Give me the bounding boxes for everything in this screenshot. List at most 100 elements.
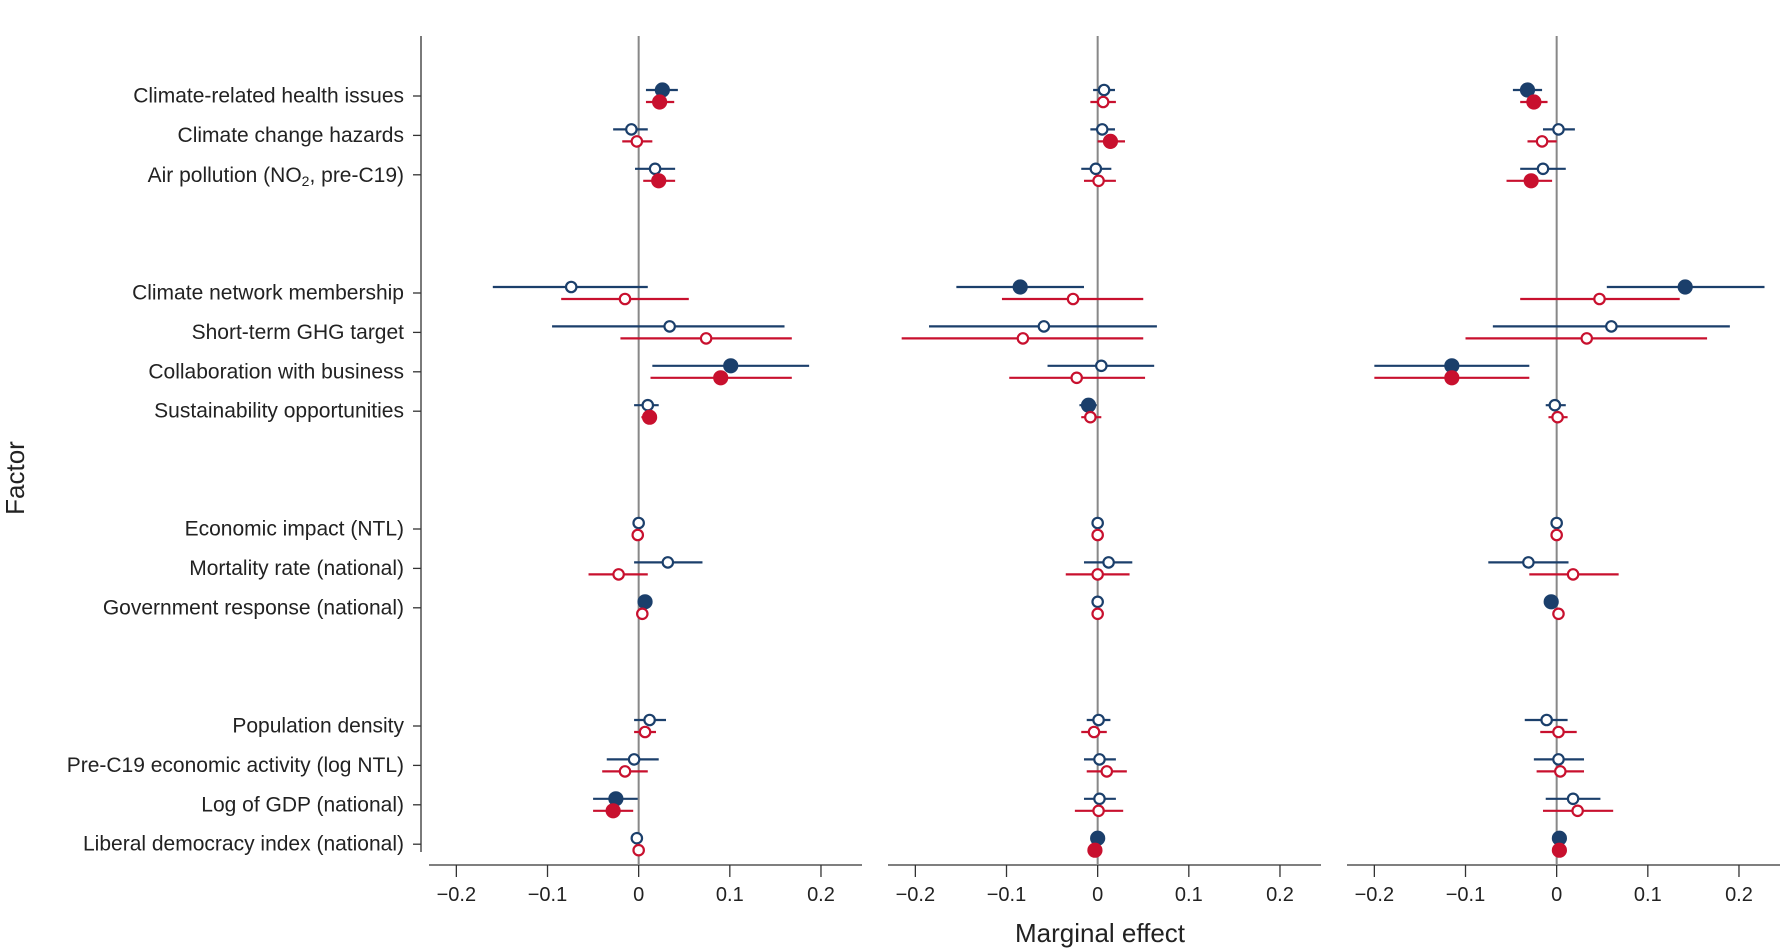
- factor-label: Pre-C19 economic activity (log NTL): [67, 754, 404, 777]
- estimate-point-series-a: [637, 594, 653, 610]
- estimate-point-series-b: [1100, 765, 1114, 778]
- x-tick-label: 0.1: [716, 884, 744, 906]
- x-tick-label: −0.2: [896, 884, 935, 906]
- estimate-point-series-a: [1091, 516, 1104, 530]
- estimate-point-series-a: [1097, 83, 1111, 97]
- factor-label: Economic impact (NTL): [185, 518, 404, 541]
- estimate-point-series-a: [1605, 320, 1618, 333]
- estimate-point-series-b: [1016, 332, 1030, 345]
- estimate-point-series-a: [1091, 595, 1104, 609]
- factor-label-part: , pre-C19): [309, 163, 404, 186]
- estimate-point-series-b: [1550, 528, 1563, 542]
- estimate-point-series-a: [723, 358, 739, 374]
- estimate-point-series-a: [1093, 753, 1106, 766]
- estimate-point-series-b: [1087, 725, 1101, 739]
- estimate-point-series-a: [1089, 162, 1103, 176]
- estimate-point-series-b: [1552, 725, 1565, 739]
- factor-label: Collaboration with business: [148, 360, 404, 383]
- estimate-point-series-b: [618, 765, 632, 778]
- x-tick-label: 0.1: [1634, 884, 1662, 906]
- estimate-point-series-a: [1092, 713, 1105, 727]
- estimate-point-series-a: [1012, 279, 1028, 295]
- estimate-point-series-a: [608, 791, 624, 807]
- estimate-point-series-b: [1552, 607, 1565, 621]
- estimate-point-series-b: [631, 528, 645, 542]
- estimate-point-series-a: [1095, 123, 1109, 136]
- factor-label: Liberal democracy index (national): [83, 833, 404, 856]
- estimate-point-series-b: [1092, 174, 1105, 188]
- estimate-point-series-b: [1566, 568, 1580, 581]
- estimate-point-series-a: [627, 753, 641, 766]
- estimate-point-series-a: [1566, 792, 1580, 806]
- estimate-point-series-a: [625, 123, 638, 136]
- x-tick-label: 0: [1551, 884, 1562, 906]
- estimate-point-series-a: [1093, 792, 1106, 806]
- estimate-point-series-a: [1552, 753, 1565, 766]
- estimate-point-series-a: [1080, 397, 1097, 413]
- estimate-point-series-b: [1070, 371, 1083, 385]
- estimate-point-series-a: [1090, 830, 1106, 846]
- factor-label: Sustainability opportunities: [154, 400, 404, 423]
- x-tick-label: −0.2: [437, 884, 476, 906]
- estimate-point-series-a: [1677, 279, 1693, 295]
- estimate-point-series-b: [1554, 765, 1567, 778]
- estimate-point-series-b: [1092, 804, 1105, 818]
- estimate-point-series-a: [564, 280, 578, 294]
- estimate-point-series-a: [1037, 320, 1051, 333]
- estimate-point-series-a: [1095, 359, 1108, 373]
- x-tick-label: 0: [1092, 884, 1103, 906]
- estimate-point-series-b: [1091, 568, 1104, 581]
- estimate-point-series-a: [1522, 556, 1535, 569]
- estimate-point-series-a: [663, 320, 676, 333]
- estimate-point-series-b: [699, 332, 713, 345]
- estimate-point-series-a: [1552, 123, 1565, 136]
- x-tick-label: 0: [633, 884, 644, 906]
- estimate-point-series-b: [1066, 292, 1080, 306]
- x-tick-label: −0.2: [1355, 884, 1394, 906]
- factor-label: Climate change hazards: [178, 124, 404, 147]
- factor-label: Climate-related health issues: [133, 85, 404, 108]
- factor-label: Climate network membership: [132, 282, 404, 305]
- estimate-point-series-b: [612, 568, 625, 581]
- factor-label: Short-term GHG target: [192, 321, 405, 344]
- factor-label: Air pollution (NO2, pre-C19): [148, 163, 404, 189]
- estimate-point-series-a: [1540, 713, 1553, 727]
- estimate-point-series-a: [654, 82, 670, 98]
- x-tick-label: 0.2: [1266, 884, 1294, 906]
- estimate-point-series-b: [1091, 607, 1104, 621]
- factor-label-part: Air pollution (NO: [148, 163, 302, 186]
- estimate-point-series-b: [1580, 332, 1594, 345]
- estimate-point-series-a: [648, 162, 662, 176]
- estimate-point-series-a: [1519, 82, 1536, 98]
- estimate-point-series-b: [651, 173, 667, 189]
- factor-label: Log of GDP (national): [201, 793, 404, 816]
- estimate-point-series-b: [1084, 410, 1097, 424]
- estimate-point-series-b: [1593, 292, 1606, 306]
- estimate-point-series-a: [632, 516, 645, 530]
- estimate-point-series-a: [630, 831, 644, 845]
- estimate-point-series-a: [661, 556, 675, 569]
- x-tick-label: 0.2: [1725, 884, 1753, 906]
- estimate-point-series-b: [642, 409, 658, 425]
- factor-label: Population density: [232, 715, 404, 738]
- estimate-point-series-b: [632, 843, 645, 857]
- estimate-point-series-b: [1551, 410, 1564, 424]
- estimate-point-series-b: [1526, 94, 1542, 110]
- x-tick-label: −0.1: [987, 884, 1026, 906]
- factor-label: Government response (national): [103, 596, 404, 619]
- x-tick-label: −0.1: [1446, 884, 1485, 906]
- estimate-point-series-b: [1096, 95, 1110, 109]
- estimate-point-series-a: [1536, 162, 1550, 176]
- estimate-point-series-a: [643, 713, 656, 727]
- estimate-point-series-b: [1102, 133, 1119, 149]
- x-axis-title: Marginal effect: [1015, 918, 1186, 948]
- x-tick-label: 0.2: [807, 884, 835, 906]
- estimate-point-series-a: [1550, 516, 1563, 530]
- estimate-point-series-b: [1551, 842, 1567, 858]
- x-tick-label: −0.1: [528, 884, 567, 906]
- estimate-point-series-a: [641, 398, 655, 412]
- factor-label: Mortality rate (national): [189, 557, 404, 580]
- estimate-point-series-a: [1543, 594, 1559, 610]
